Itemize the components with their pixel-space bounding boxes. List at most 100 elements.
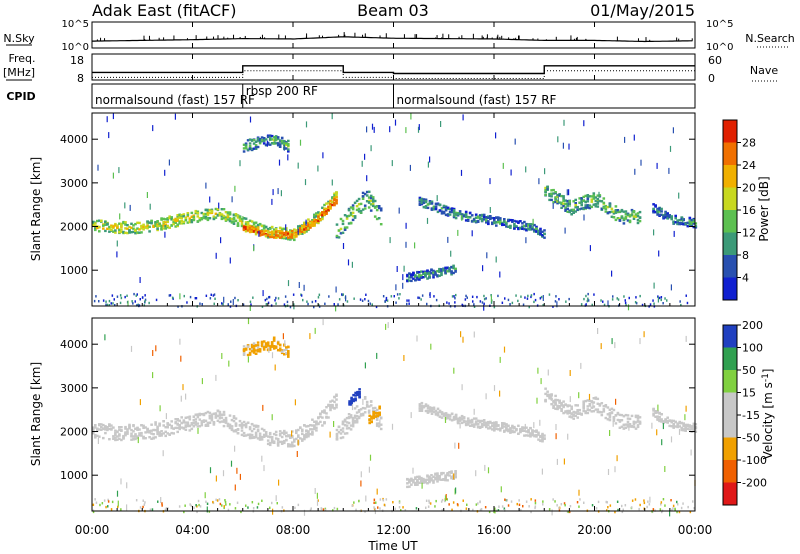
heat-pixel: [418, 477, 421, 481]
heat-pixel: [376, 414, 379, 417]
heat-pixel: [418, 296, 421, 300]
heat-pixel: [205, 500, 207, 503]
heat-pixel: [562, 202, 565, 205]
heat-pixel: [680, 506, 683, 510]
heat-pixel: [617, 508, 619, 512]
heat-pixel: [421, 482, 423, 489]
heat-pixel: [285, 439, 288, 442]
heat-pixel: [436, 210, 440, 214]
heat-pixel: [576, 409, 579, 412]
heat-pixel: [357, 409, 361, 412]
heat-pixel: [634, 301, 637, 304]
heat-pixel: [357, 410, 361, 413]
heat-pixel: [502, 162, 504, 169]
heat-pixel: [218, 420, 222, 424]
heat-pixel: [485, 219, 488, 222]
heat-pixel: [238, 219, 242, 222]
heat-pixel: [501, 425, 504, 428]
heat-pixel: [455, 487, 457, 494]
heat-pixel: [274, 236, 278, 239]
heat-pixel: [586, 411, 590, 415]
heat-pixel: [258, 138, 262, 142]
heat-pixel: [587, 292, 589, 296]
heat-pixel: [303, 228, 306, 231]
heat-pixel: [333, 202, 336, 205]
heat-pixel: [194, 413, 198, 416]
heat-pixel: [399, 293, 401, 296]
heat-pixel: [142, 424, 145, 427]
heat-pixel: [321, 424, 324, 427]
heat-pixel: [289, 445, 292, 448]
heat-pixel: [176, 214, 179, 217]
heat-pixel: [623, 295, 625, 298]
heat-pixel: [535, 430, 538, 433]
heat-pixel: [278, 143, 282, 146]
heat-pixel: [621, 510, 624, 514]
heat-pixel: [371, 123, 374, 130]
heat-pixel: [214, 207, 218, 211]
heat-pixel: [306, 300, 308, 303]
heat-pixel: [132, 227, 135, 230]
heat-pixel: [416, 478, 419, 482]
heat-pixel: [444, 417, 447, 423]
heat-pixel: [600, 411, 604, 414]
heat-pixel: [375, 217, 379, 221]
heat-pixel: [466, 423, 470, 426]
heat-pixel: [248, 434, 252, 437]
heat-pixel: [563, 458, 565, 465]
heat-pixel: [226, 215, 230, 219]
heat-pixel: [252, 138, 256, 142]
heat-pixel: [299, 437, 302, 440]
heat-pixel: [537, 431, 540, 434]
heat-pixel: [421, 294, 424, 297]
heat-pixel: [600, 343, 602, 350]
heat-pixel: [297, 228, 299, 235]
heat-pixel: [201, 378, 203, 385]
heat-pixel: [208, 208, 212, 212]
heat-pixel: [610, 407, 614, 410]
heat-pixel: [256, 145, 260, 149]
heat-pixel: [278, 349, 282, 352]
heat-pixel: [375, 208, 379, 212]
heat-pixel: [141, 296, 144, 299]
heat-pixel: [258, 230, 260, 237]
heat-pixel: [664, 420, 667, 424]
heat-pixel: [270, 142, 274, 145]
heat-pixel: [385, 296, 388, 300]
heat-pixel: [572, 410, 575, 414]
heat-pixel: [519, 226, 522, 230]
heat-pixel: [586, 194, 590, 197]
heat-pixel: [654, 410, 657, 413]
heat-pixel: [445, 494, 447, 500]
heat-pixel: [588, 195, 592, 198]
heat-pixel: [311, 432, 314, 435]
heat-pixel: [584, 410, 587, 413]
heat-pixel: [110, 427, 113, 430]
heat-pixel: [639, 503, 641, 507]
heat-pixel: [430, 343, 432, 350]
heat-pixel: [142, 426, 145, 429]
heat-pixel: [110, 302, 112, 305]
heat-pixel: [485, 297, 487, 300]
heat-pixel: [550, 189, 553, 192]
heat-pixel: [539, 419, 541, 426]
heat-pixel: [357, 210, 361, 213]
heat-pixel: [501, 423, 504, 426]
heat-pixel: [432, 273, 435, 277]
heat-pixel: [236, 214, 240, 218]
heat-pixel: [454, 212, 458, 216]
heat-pixel: [636, 425, 640, 429]
heat-pixel: [112, 426, 115, 429]
heat-pixel: [154, 428, 157, 432]
heat-pixel: [586, 408, 590, 411]
heat-pixel: [586, 200, 590, 203]
heat-pixel: [126, 432, 129, 435]
heat-pixel: [205, 294, 208, 297]
heat-pixel: [108, 132, 110, 139]
heat-pixel: [112, 230, 115, 233]
heat-pixel: [204, 208, 208, 212]
heat-pixel: [554, 407, 557, 410]
heat-pixel: [339, 227, 343, 231]
heat-pixel: [106, 227, 109, 230]
heat-pixel: [240, 426, 244, 429]
